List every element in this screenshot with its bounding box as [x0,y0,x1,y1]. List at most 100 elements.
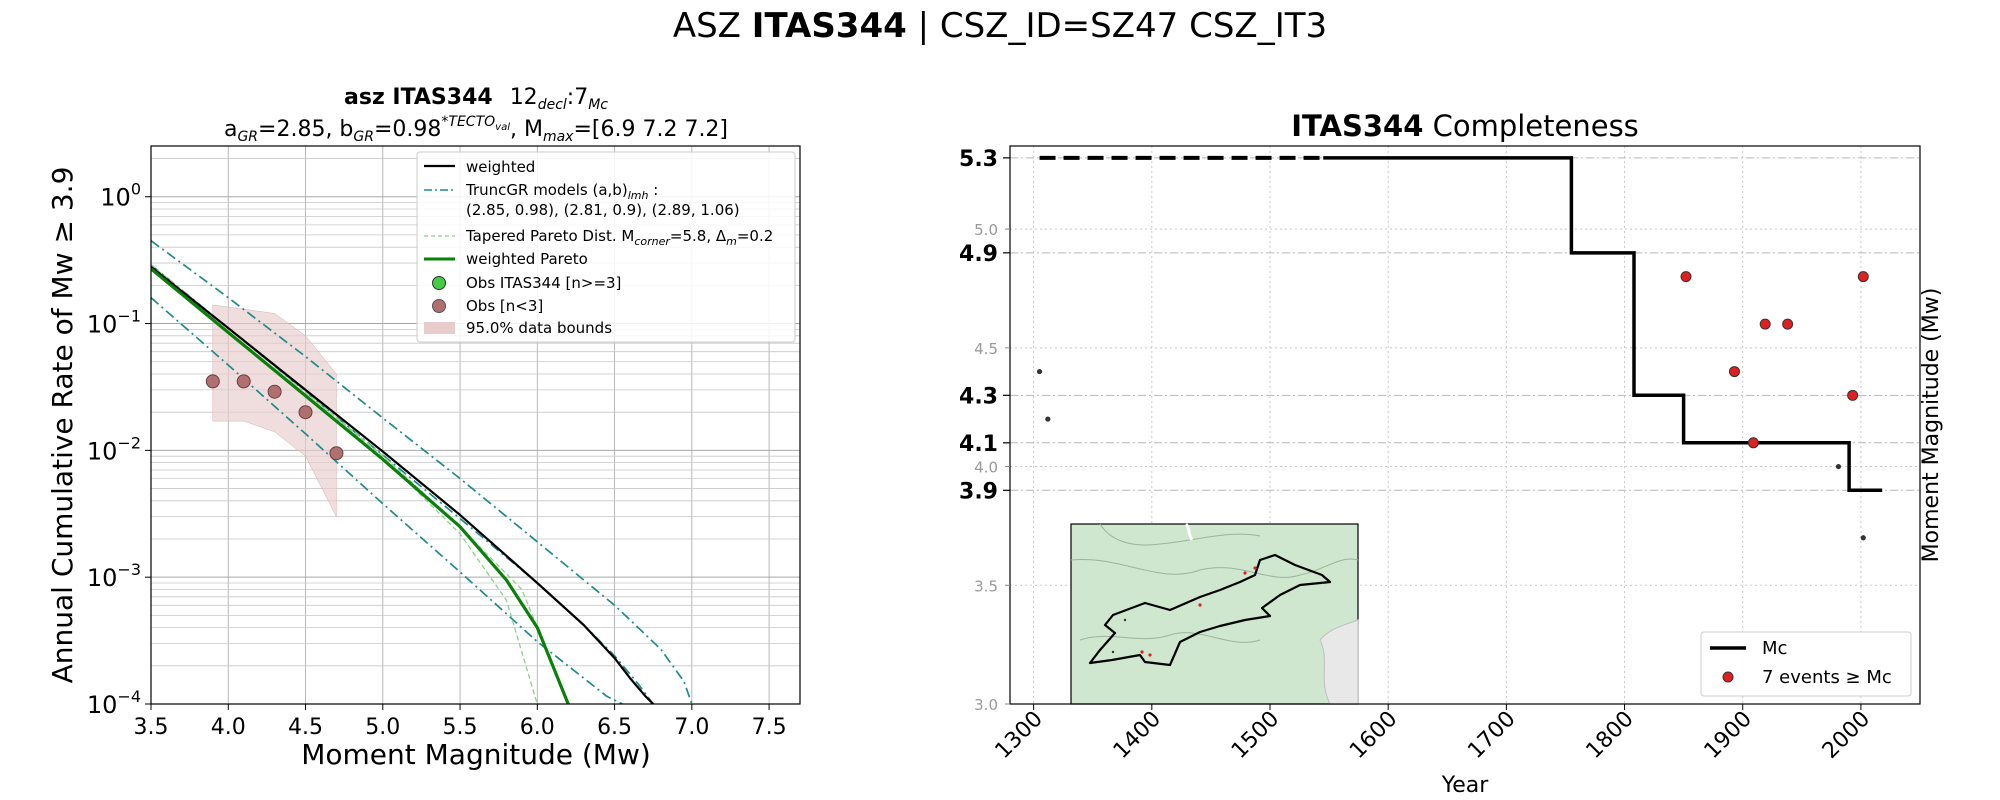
left-x-tick-label: 7.0 [674,715,709,740]
left-y-ticks: 100 10−1 10−2 10−3 10−4 [87,180,151,719]
legend-obs-green-label: Obs ITAS344 [n>=3] [466,274,621,292]
left-x-tick-label: 4.0 [211,715,246,740]
right-y-tick-label: 3.0 [974,696,998,714]
small-event-point [1045,416,1051,422]
inset-border-line [1079,632,1261,643]
legend-truncgr-params: (2.85, 0.98), (2.81, 0.9), (2.89, 1.06) [466,201,740,219]
legend-obs-brown-swatch [432,299,446,313]
left-title-line1: asz ITAS344 12decl:7Mc [344,85,608,113]
right-x-tick-label: 1400 [1109,707,1166,764]
left-legend-box [416,151,796,343]
left-title-decl: 12 [510,85,538,110]
legend-bounds-swatch [424,322,455,334]
inset-event-dot [1123,618,1127,622]
inset-lake [1184,522,1194,541]
right-x-ticks: 1300 1400 1500 1600 1700 1800 1900 2000 [991,704,1875,764]
legend-bounds-label: 95.0% data bounds [466,319,612,337]
left-x-tick-label: 3.5 [134,715,169,740]
inset-event-dot [1253,566,1257,570]
left-x-axis-label: Moment Magnitude (Mw) [301,738,651,771]
left-title-a: a [224,117,237,142]
event-point [1680,271,1692,283]
right-y-tick-label-major: 4.1 [959,432,998,457]
right-y-tick-label: 4.5 [974,340,998,358]
right-mc-layer [1039,155,1883,493]
series-line-truncgr-models-a-b-lmh [151,297,623,704]
data-bounds-band [212,304,337,517]
figure-title-zone: ITAS344 [751,6,907,46]
small-event-point [1835,463,1842,470]
inset-border-line [1099,523,1261,546]
event-point [1847,389,1859,401]
left-x-tick-label: 7.5 [752,715,787,740]
legend-events-label: 7 events ≥ Mc [1762,667,1892,688]
legend-tapered-sub2: m [726,235,737,248]
right-plot-frame [1009,145,1921,705]
event-point [1728,366,1740,378]
legend-truncgr-text: TruncGR models (a,b) [465,181,628,199]
left-title-line2: aGR=2.85, bGR=0.98*TECTOval, Mmax=[6.9 7… [224,114,728,145]
inset-event-dot [1140,650,1144,654]
right-y-tick-label-major: 3.9 [959,479,998,504]
right-x-tick-label: 1500 [1227,707,1284,764]
event-point [1747,437,1759,449]
left-y-tick-label: 10−2 [87,433,141,465]
right-legend-box [1700,631,1912,697]
left-x-tick-label: 5.5 [443,715,478,740]
observation-point [329,446,344,461]
inset-zone-polygon [1088,553,1332,667]
right-y-tick-label: 5.0 [974,221,998,239]
series-line-weighted [151,265,654,704]
small-event-point [1860,535,1866,541]
small-event-point [1036,368,1043,375]
inset-event-dot [1198,603,1202,607]
right-title: ITAS344 Completeness [1291,109,1639,143]
left-plot-frame [150,145,801,705]
right-x-tick-label: 1900 [1700,707,1757,764]
left-title-mmax: , M [510,117,543,142]
left-x-tick-label: 6.5 [597,715,632,740]
left-x-tick-label: 4.5 [288,715,323,740]
legend-truncgr-tail: : [648,181,658,199]
right-x-axis-label: Year [1441,773,1490,798]
right-events-layer [1036,271,1869,541]
observation-point [298,405,313,420]
mc-step-line [1323,156,1883,493]
legend-truncgr-sub: lmh [628,189,649,202]
legend-events-swatch [1722,671,1734,683]
right-title-rest: Completeness [1423,109,1638,143]
left-title-b-sup-sub: val [495,122,510,133]
left-y-tick-label: 10−1 [87,307,141,339]
inset-event-dot [1243,571,1247,575]
legend-obs-green-swatch [432,276,446,290]
left-y-tick-label: 10−4 [87,687,141,719]
left-title-decl-sub: decl [538,97,567,113]
left-title-b-val: =0.98 [374,117,441,142]
left-title-a-sub: GR [237,129,258,145]
legend-truncgr-label: TruncGR models (a,b)lmh : [465,181,658,202]
figure-title-suffix: | CSZ_ID=SZ47 CSZ_IT3 [917,6,1328,46]
legend-tapered-sub1: corner [634,235,671,248]
inset-event-dot [1111,650,1115,654]
right-x-tick-label: 2000 [1818,707,1875,764]
left-x-ticks: 3.5 4.0 4.5 5.0 5.5 6.0 6.5 7.0 7.5 [134,704,787,740]
left-y-tick-label: 10−3 [87,560,141,592]
right-y-tick-label: 3.5 [974,577,998,595]
left-title-mmax-sub: max [543,129,574,145]
figure-title-prefix: ASZ [672,6,741,46]
left-y-axis-label: Annual Cumulative Rate of Mw ≥ 3.9 [46,167,79,684]
observation-point [236,374,251,389]
right-y-ticks: 3.0 3.5 4.0 4.5 5.0 3.9 4.1 4.3 4.9 5.3 [959,147,1010,714]
right-y-axis-label: Moment Magnitude (Mw) [1919,288,1944,563]
legend-weighted-label: weighted [466,158,535,176]
left-series-layer [151,240,693,704]
inset-map-frame [1070,523,1359,705]
left-title-mmax-val: =[6.9 7.2 7.2] [573,117,728,142]
inset-border-line [1070,558,1359,578]
observation-point [267,384,282,399]
right-x-tick-label: 1700 [1463,707,1520,764]
legend-weighted-pareto-label: weighted Pareto [466,250,588,268]
legend-mc-label: Mc [1762,638,1787,659]
left-y-tick-label: 100 [100,180,141,212]
right-x-tick-label: 1600 [1345,707,1402,764]
